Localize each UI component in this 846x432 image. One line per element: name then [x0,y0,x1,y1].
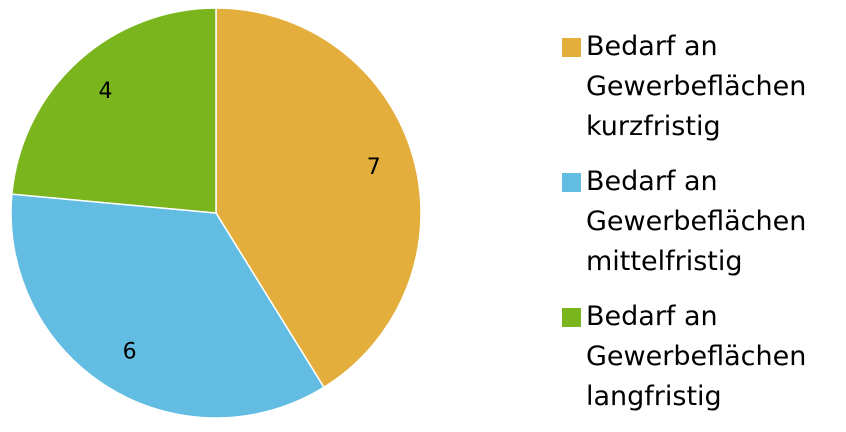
data-label: 4 [99,79,113,104]
legend-label: Bedarf an Gewerbeflächen langfristig [586,301,807,412]
pie-slice [11,7,217,214]
data-label: 6 [123,339,137,364]
legend-swatch [562,173,581,192]
legend-item: Bedarf an Gewerbeflächen mittelfristig [562,162,841,282]
legend-label: Bedarf an Gewerbeflächen kurzfristig [586,31,807,142]
legend-swatch [562,38,581,57]
legend-swatch [562,308,581,327]
data-label: 7 [367,155,381,180]
page: {"chart_data": {"type": "pie", "categori… [10,7,807,419]
pie-slice [215,7,422,389]
pie-slice [10,193,325,419]
legend: Bedarf an Gewerbeflächen kurzfristig Beda… [562,27,841,432]
chart: 7 6 4 [10,7,422,419]
legend-item: Bedarf an Gewerbeflächen kurzfristig [562,27,841,147]
legend-label: Bedarf an Gewerbeflächen mittelfristig [586,166,807,277]
legend-item: Bedarf an Gewerbeflächen langfristig [562,297,841,417]
